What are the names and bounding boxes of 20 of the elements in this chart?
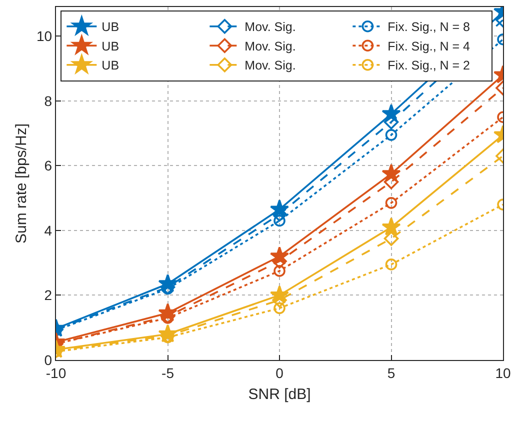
- y-tick-label: 4: [44, 222, 52, 238]
- y-tick-label: 6: [44, 158, 52, 174]
- y-tick-label: 8: [44, 92, 52, 109]
- legend-label: Mov. Sig.: [244, 58, 296, 73]
- legend-label: Mov. Sig.: [244, 39, 296, 54]
- y-tick-label: 2: [44, 287, 52, 304]
- x-tick-label: 5: [387, 364, 396, 381]
- legend-label: Mov. Sig.: [244, 20, 296, 34]
- legend-label: Fix. Sig., N = 2: [388, 58, 470, 73]
- x-axis-title: SNR [dB]: [248, 386, 311, 403]
- y-tick-label: 10: [36, 28, 52, 44]
- x-tick-label: 0: [276, 364, 284, 381]
- x-tick-label: 10: [495, 364, 511, 381]
- x-tick-label: -5: [162, 364, 174, 381]
- legend-label: Fix. Sig., N = 4: [388, 39, 470, 54]
- legend-label: UB: [102, 39, 120, 54]
- y-axis-title: Sum rate [bps/Hz]: [12, 123, 30, 244]
- legend-label: UB: [102, 58, 120, 73]
- legend-label: UB: [102, 20, 120, 34]
- legend-label: Fix. Sig., N = 8: [388, 20, 470, 34]
